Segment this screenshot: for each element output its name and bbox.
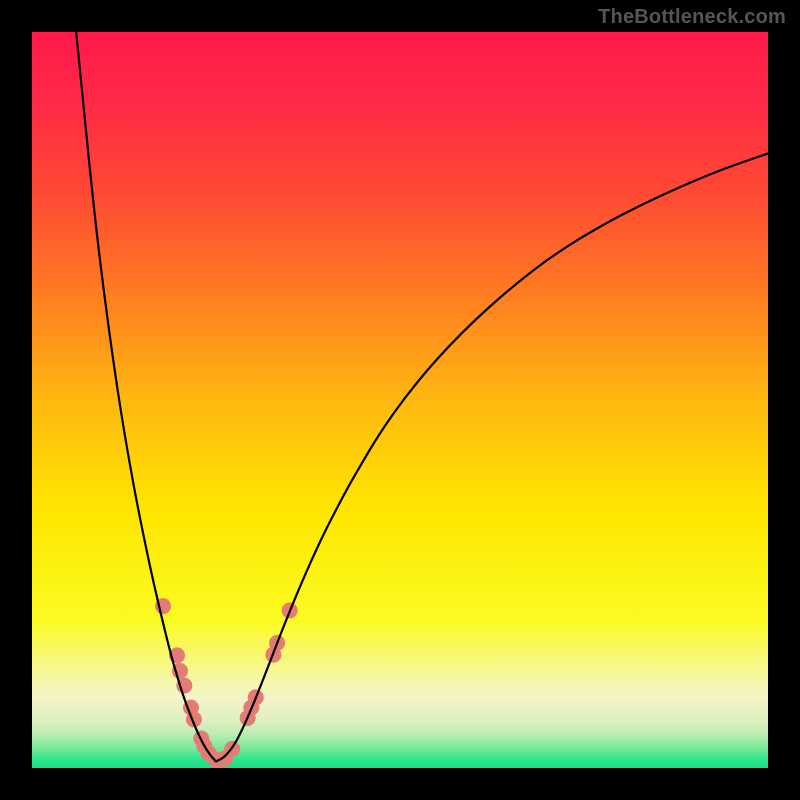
- plot-svg: [32, 32, 768, 768]
- frame-left: [0, 0, 32, 800]
- frame-bottom: [0, 768, 800, 800]
- plot-area: [32, 32, 768, 768]
- stage: TheBottleneck.com: [0, 0, 800, 800]
- gradient-background: [32, 32, 768, 768]
- frame-right: [768, 0, 800, 800]
- watermark-text: TheBottleneck.com: [598, 6, 786, 29]
